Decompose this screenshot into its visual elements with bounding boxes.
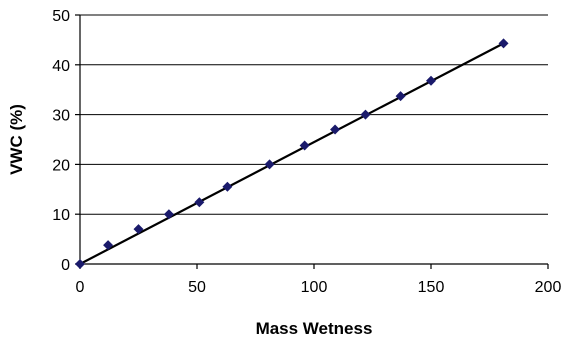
data-point: [395, 91, 406, 102]
y-axis-title: VWC (%): [7, 104, 26, 175]
y-tick-label: 40: [52, 58, 70, 75]
x-tick-label: 0: [76, 279, 85, 296]
x-tick-label: 150: [418, 279, 445, 296]
grid-lines: [80, 14, 548, 215]
trendline: [79, 42, 505, 265]
x-tick-label: 50: [188, 279, 206, 296]
axes: [75, 14, 549, 269]
data-point: [133, 224, 144, 235]
data-point: [426, 75, 436, 86]
y-tick-label: 0: [61, 257, 70, 274]
data-point: [163, 209, 174, 220]
data-point: [330, 124, 341, 135]
y-tick-label: 50: [52, 8, 70, 25]
data-point: [103, 240, 114, 251]
y-tick-labels: 0 10 20 30 40 50: [52, 8, 70, 274]
data-points: [75, 38, 509, 269]
data-point: [75, 259, 85, 269]
y-tick-label: 20: [52, 157, 70, 174]
x-tick-label: 100: [301, 279, 328, 296]
data-point: [194, 197, 205, 208]
data-point: [222, 181, 233, 192]
y-tick-label: 30: [52, 108, 70, 125]
data-point: [299, 140, 310, 151]
trendline-group: [79, 42, 505, 265]
data-point: [264, 159, 275, 170]
x-tick-labels: 0 50 100 150 200: [76, 279, 562, 296]
data-point: [498, 38, 509, 49]
x-tick-label: 200: [535, 279, 562, 296]
data-point: [360, 109, 371, 120]
x-axis-title: Mass Wetness: [256, 319, 373, 338]
y-tick-label: 10: [52, 207, 70, 224]
